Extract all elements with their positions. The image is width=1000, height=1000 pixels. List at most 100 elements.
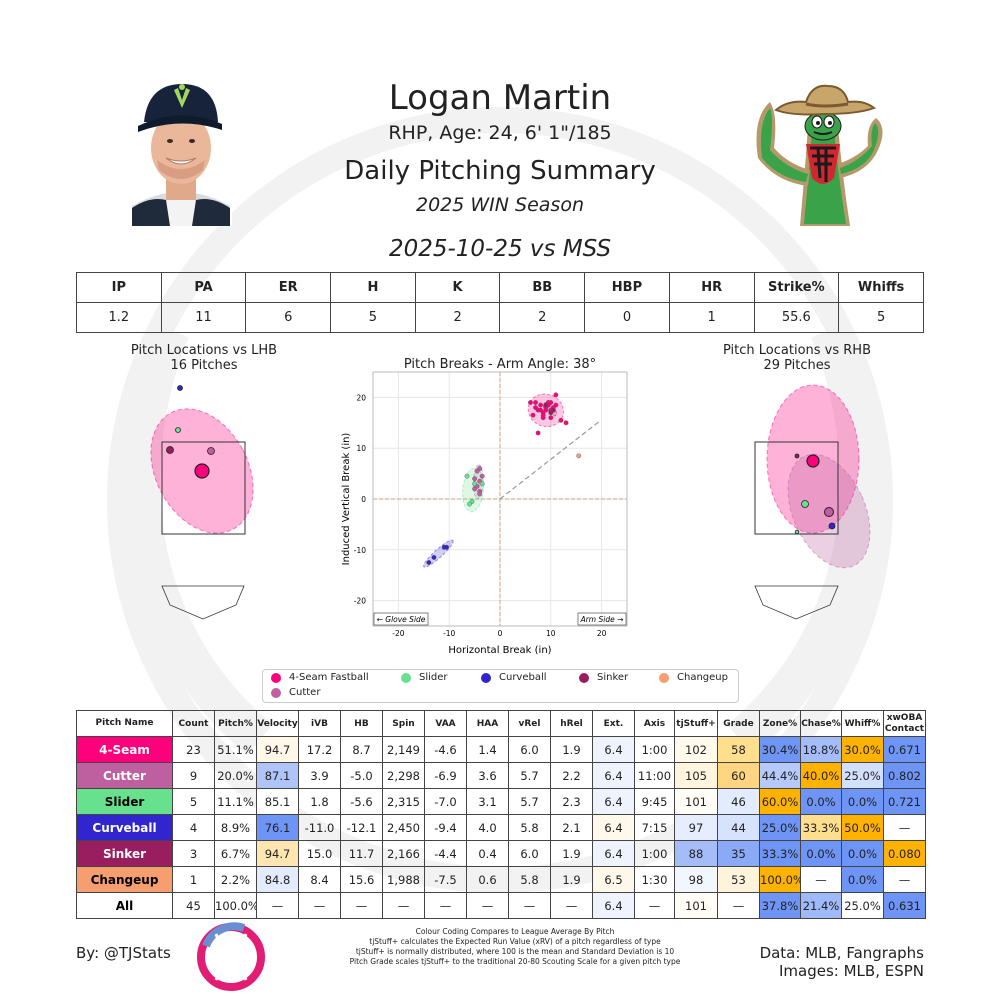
pitch-table-cell: — — [340, 892, 383, 919]
pitch-table-cell: 101 — [674, 788, 718, 815]
legend-label: Sinker — [597, 672, 629, 683]
footer-note-3: tjStuff+ is normally distributed, where … — [355, 947, 675, 956]
pitch-table-cell: 50.0% — [841, 814, 884, 841]
summary-value-hr: 1 — [668, 302, 755, 333]
pitch-table-cell: 45 — [172, 892, 215, 919]
pitch-table-cell: 2,315 — [382, 788, 425, 815]
breaks-ytick-label: -20 — [354, 597, 366, 606]
pitch-table-header-cell: tjStuff+ — [674, 710, 718, 737]
pitch-table-cell: 5.7 — [508, 788, 551, 815]
legend-label: Curveball — [499, 672, 547, 683]
pitch-table-cell: 0.6 — [466, 866, 509, 893]
report-title: Daily Pitching Summary — [344, 156, 656, 186]
pitch-table-cell: 0.080 — [883, 840, 926, 867]
pitch-table-header-row: Pitch Name Count Pitch% Velocity iVB HB Spin VA… — [76, 710, 926, 737]
pitch-name-cell: Slider — [76, 788, 173, 815]
breaks-point — [467, 501, 472, 507]
footer-notes: Colour Coding Compares to League Average… — [320, 927, 710, 967]
legend-label: Changeup — [677, 672, 728, 683]
summary-value-pa: 11 — [160, 302, 247, 333]
breaks-point — [472, 476, 478, 482]
pitch-table-cell: 8.9% — [214, 814, 257, 841]
pitch-table-header-cell: vRel — [508, 710, 551, 737]
pitch-table-cell: -7.0 — [424, 788, 467, 815]
breaks-xlabel: Horizontal Break (in) — [448, 645, 551, 656]
summary-header-h: H — [330, 272, 416, 303]
legend-item-slider: Slider — [401, 672, 448, 683]
breaks-ytick-label: 10 — [356, 444, 366, 453]
pitch-table-cell: 6.4 — [592, 840, 635, 867]
image-source: Images: MLB, ESPN — [778, 962, 924, 980]
lhb-pitch-dot — [175, 427, 181, 433]
pitch-table-cell: 46 — [717, 788, 760, 815]
pitch-table-cell: 20.0% — [214, 762, 257, 789]
pitch-table-cell: 2,298 — [382, 762, 425, 789]
lhb-title-text: Pitch Locations vs LHB — [130, 343, 278, 358]
pitch-table-cell: 0.0% — [841, 840, 884, 867]
summary-value-ip: 1.2 — [76, 302, 162, 333]
breaks-point — [426, 560, 432, 565]
breaks-point — [548, 415, 554, 421]
pitch-table-cell: 0.671 — [883, 736, 926, 763]
pitch-table-cell: — — [550, 892, 593, 919]
pitch-table-cell: 3 — [172, 840, 215, 867]
pitch-table-cell: 2.2 — [550, 762, 593, 789]
pitch-table-cell: 5.8 — [508, 866, 551, 893]
pitch-table-cell: — — [717, 892, 760, 919]
breaks-point — [479, 473, 485, 479]
pitch-table-cell: 21.4% — [800, 892, 842, 919]
breaks-point — [540, 412, 546, 418]
pitch-table-header-cell: Axis — [634, 710, 675, 737]
pitch-table-cell: 15.0 — [298, 840, 341, 867]
breaks-point — [535, 430, 541, 436]
pitch-table-cell: 3.6 — [466, 762, 509, 789]
pitch-table-cell: 44 — [717, 814, 760, 841]
breaks-point — [431, 555, 437, 560]
breaks-ytick-label: 0 — [361, 495, 366, 504]
pitch-name-cell: Changeup — [76, 866, 173, 893]
pitch-table-cell: 60.0% — [759, 788, 801, 815]
pitch-table-cell: 6.5 — [592, 866, 635, 893]
pitch-table-cell: -7.5 — [424, 866, 467, 893]
breaks-point — [550, 407, 556, 413]
pitch-table-cell: — — [883, 866, 926, 893]
summary-header-row: IP PA ER H K BB HBP HR Strike% Whiffs — [76, 272, 924, 303]
summary-header-k: K — [414, 272, 501, 303]
breaks-ticks: -20 -10 0 10 20 -20 -10 0 10 20 — [354, 393, 607, 638]
pitch-table-cell: 30.0% — [841, 736, 884, 763]
breaks-ylabel: Induced Vertical Break (in) — [341, 433, 352, 566]
pitch-table-row: Changeup 1 2.2% 84.8 8.4 15.6 1,988 -7.5 0.6 5.8 1… — [76, 866, 926, 893]
summary-header-strike-pct: Strike% — [753, 272, 840, 303]
pitch-table-row: Cutter 9 20.0% 87.1 3.9 -5.0 2,298 -6.9 3.6 5.7 2.… — [76, 762, 926, 789]
pitch-table-cell: 58 — [717, 736, 760, 763]
footer-note-4: Pitch Grade scales tjStuff+ to the tradi… — [349, 957, 681, 966]
pitch-table-cell: 98 — [674, 866, 718, 893]
lhb-pitch-dot — [207, 447, 215, 455]
lhb-pitch-dot — [194, 463, 210, 479]
pitch-table-cell: 25.0% — [841, 762, 884, 789]
rhb-count-text: 29 Pitches — [763, 358, 831, 373]
rhb-pitch-dot — [801, 500, 809, 508]
breaks-xtick-label: -20 — [392, 629, 404, 638]
author-credit: By: @TJStats — [76, 944, 171, 962]
footer-sources: Data: MLB, Fangraphs Images: MLB, ESPN — [700, 944, 924, 980]
pitch-table-cell: 0.4 — [466, 840, 509, 867]
pitch-table-row: Slider 5 11.1% 85.1 1.8 -5.6 2,315 -7.0 3.1 5.7 2.… — [76, 788, 926, 815]
pitch-table-cell: 25.0% — [759, 814, 801, 841]
summary-header-ip: IP — [76, 272, 162, 303]
breaks-point — [533, 400, 538, 405]
team-logo — [756, 84, 883, 226]
pitch-table-cell: 85.1 — [256, 788, 299, 815]
game-label: 2025-10-25 vs MSS — [388, 236, 612, 262]
pitch-table-cell: — — [298, 892, 341, 919]
pitch-table-cell: 11:00 — [634, 762, 675, 789]
pitch-table-cell: 11.1% — [214, 788, 257, 815]
pitch-table-cell: 87.1 — [256, 762, 299, 789]
pitch-table-cell: 37.8% — [759, 892, 801, 919]
pitch-table-cell: 51.1% — [214, 736, 257, 763]
pitch-table-header-cell: hRel — [550, 710, 593, 737]
pitch-table-cell: 8.4 — [298, 866, 341, 893]
pitch-table-header-cell: Whiff% — [841, 710, 884, 737]
rhb-title-text: Pitch Locations vs RHB — [723, 343, 871, 358]
pitch-table-cell: 97 — [674, 814, 718, 841]
